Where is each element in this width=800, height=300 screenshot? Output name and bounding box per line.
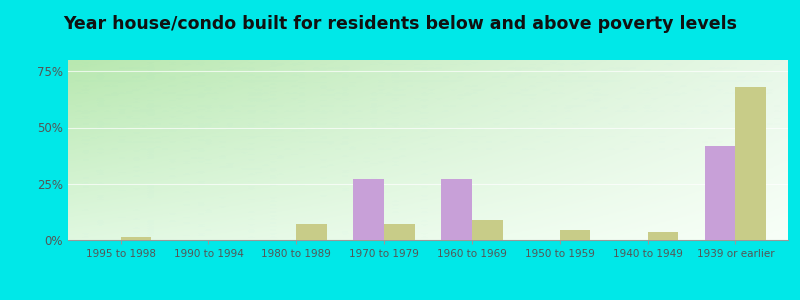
Bar <box>647 232 678 240</box>
Text: Year house/condo built for residents below and above poverty levels: Year house/condo built for residents bel… <box>63 15 737 33</box>
Bar <box>296 224 327 240</box>
Bar <box>560 230 590 240</box>
Bar <box>441 179 472 240</box>
Bar <box>705 146 735 240</box>
Bar <box>735 87 766 240</box>
Bar <box>121 237 151 240</box>
Bar <box>384 224 415 240</box>
Bar <box>472 220 502 240</box>
Bar <box>354 179 384 240</box>
